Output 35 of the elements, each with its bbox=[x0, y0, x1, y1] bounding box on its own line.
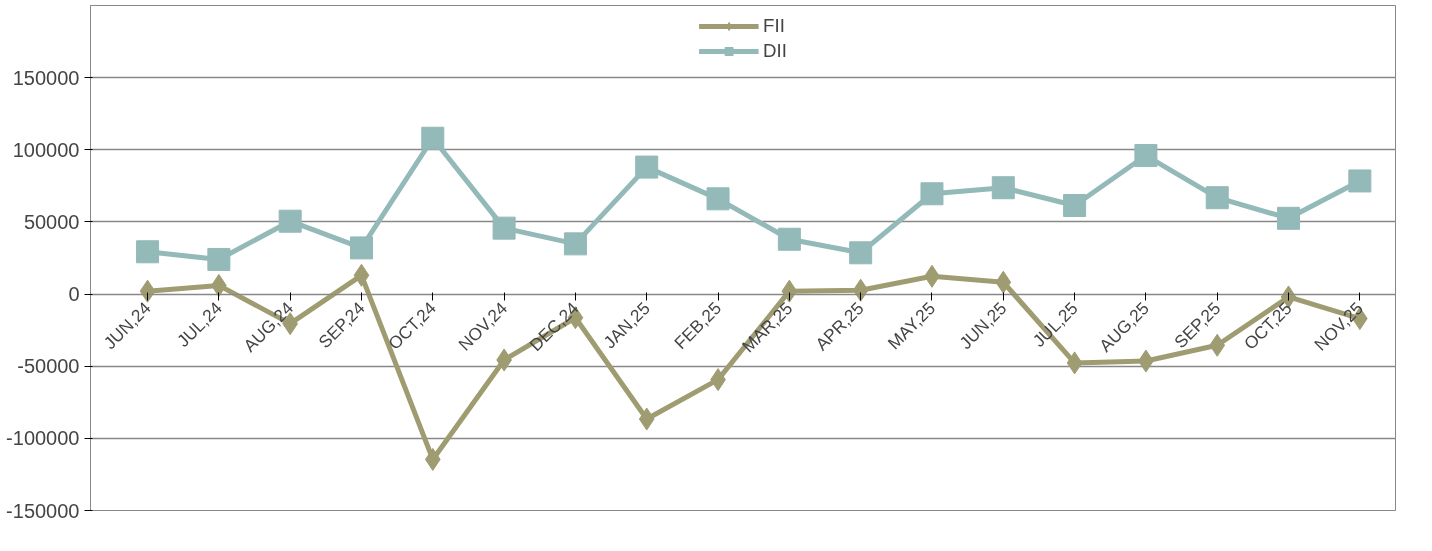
y-tick-label: 100000 bbox=[12, 138, 80, 161]
point bbox=[781, 279, 798, 303]
point bbox=[638, 407, 655, 431]
point bbox=[706, 187, 730, 211]
y-tick-label: -150000 bbox=[6, 499, 80, 522]
point bbox=[424, 447, 441, 471]
point bbox=[852, 278, 869, 302]
point bbox=[1134, 144, 1158, 168]
point bbox=[1063, 193, 1087, 217]
point bbox=[492, 216, 516, 240]
point bbox=[349, 236, 373, 260]
point bbox=[991, 176, 1015, 200]
point bbox=[563, 232, 587, 256]
point bbox=[136, 240, 160, 264]
point bbox=[139, 279, 156, 303]
point bbox=[1066, 351, 1083, 375]
y-tick-label: -50000 bbox=[17, 355, 80, 378]
point bbox=[995, 270, 1012, 294]
y-tick-label: 50000 bbox=[23, 210, 80, 233]
point bbox=[421, 126, 445, 150]
point bbox=[920, 182, 944, 206]
point bbox=[278, 209, 302, 233]
point bbox=[777, 227, 801, 251]
y-tick-label: 0 bbox=[68, 283, 80, 306]
point bbox=[207, 247, 231, 271]
point bbox=[635, 155, 659, 179]
point bbox=[1205, 186, 1229, 210]
point bbox=[1348, 169, 1372, 193]
point bbox=[849, 241, 873, 265]
legend-label: DII bbox=[763, 40, 787, 62]
legend-label: FII bbox=[763, 15, 785, 37]
y-tick-label: 150000 bbox=[12, 66, 80, 89]
y-tick-label: -100000 bbox=[6, 427, 80, 450]
point bbox=[1277, 206, 1301, 230]
point bbox=[353, 263, 370, 287]
